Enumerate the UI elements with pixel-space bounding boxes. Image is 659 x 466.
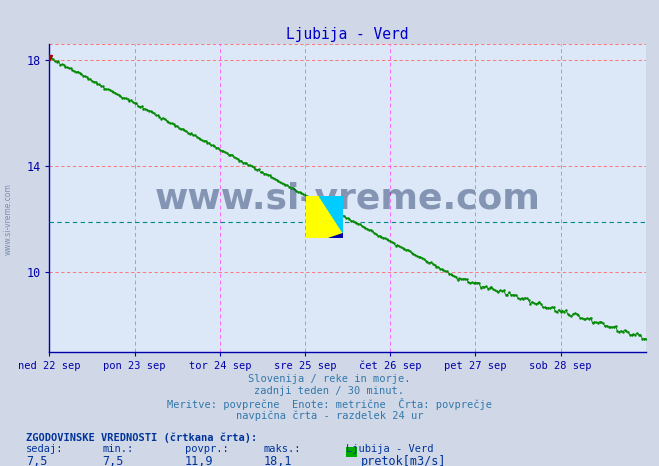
Text: maks.:: maks.: [264,444,301,453]
Text: Meritve: povprečne  Enote: metrične  Črta: povprečje: Meritve: povprečne Enote: metrične Črta:… [167,398,492,410]
Text: povpr.:: povpr.: [185,444,228,453]
Text: Slovenija / reke in morje.: Slovenija / reke in morje. [248,374,411,384]
Text: navpična črta - razdelek 24 ur: navpična črta - razdelek 24 ur [236,410,423,421]
Text: Ljubija - Verd: Ljubija - Verd [346,444,434,453]
Title: Ljubija - Verd: Ljubija - Verd [287,27,409,42]
Text: www.si-vreme.com: www.si-vreme.com [155,181,540,215]
Text: www.si-vreme.com: www.si-vreme.com [3,183,13,255]
Text: pretok[m3/s]: pretok[m3/s] [360,455,446,466]
Polygon shape [328,233,343,238]
Polygon shape [319,196,343,233]
Text: 7,5: 7,5 [26,455,47,466]
Text: 18,1: 18,1 [264,455,292,466]
Text: sedaj:: sedaj: [26,444,64,453]
Text: 7,5: 7,5 [102,455,123,466]
Text: ZGODOVINSKE VREDNOSTI (črtkana črta):: ZGODOVINSKE VREDNOSTI (črtkana črta): [26,432,258,443]
Text: zadnji teden / 30 minut.: zadnji teden / 30 minut. [254,386,405,396]
Text: 11,9: 11,9 [185,455,213,466]
Text: min.:: min.: [102,444,133,453]
